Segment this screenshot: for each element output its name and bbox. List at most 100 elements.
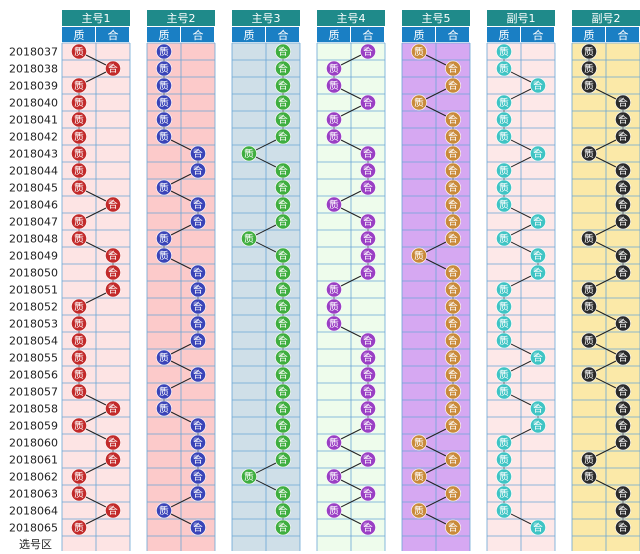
data-ball-label: 合 [533,80,543,92]
data-ball-highlight [448,148,454,154]
data-ball-label: 质 [329,318,339,330]
data-ball: 质 [326,111,342,128]
data-ball: 质 [71,485,87,502]
data-ball-label: 质 [74,131,84,143]
sub-header-bg [232,27,265,42]
data-ball-highlight [584,46,590,52]
data-ball: 质 [581,451,597,468]
data-ball-label: 质 [74,46,84,58]
data-ball-label: 合 [278,318,288,330]
data-ball-circle [71,43,87,60]
data-ball-circle [530,213,546,230]
data-ball-circle [275,94,291,111]
data-ball-label: 合 [193,148,203,160]
data-ball: 合 [615,213,631,230]
sub-header-bg [351,27,384,42]
data-ball: 合 [445,179,461,196]
data-ball: 合 [445,400,461,417]
data-ball-highlight [278,182,284,188]
data-ball-circle [241,230,257,247]
data-ball-label: 合 [108,250,118,262]
data-ball-label: 合 [533,148,543,160]
data-ball: 合 [275,43,291,60]
data-ball-label: 合 [363,352,373,364]
period-label: 2018064 [9,505,58,518]
data-ball-label: 合 [448,454,458,466]
data-ball-highlight [278,46,284,52]
data-ball-highlight [278,216,284,222]
data-ball-label: 合 [278,80,288,92]
data-ball-label: 合 [618,216,628,228]
data-ball-highlight [74,335,80,341]
data-ball: 质 [71,315,87,332]
data-ball-circle [581,298,597,315]
data-ball-circle [190,366,206,383]
period-label: 2018040 [9,97,58,110]
data-ball-circle [496,451,512,468]
data-ball-highlight [618,216,624,222]
data-ball-label: 合 [108,284,118,296]
sub-header-bg [436,27,469,42]
data-ball-highlight [74,522,80,528]
sub-header-label: 质 [329,29,340,42]
column-header-bg [402,10,470,26]
data-ball-highlight [363,403,369,409]
data-ball: 质 [71,298,87,315]
data-ball-highlight [278,403,284,409]
data-ball-highlight [363,420,369,426]
data-ball-label: 合 [618,267,628,279]
data-ball-label: 合 [278,437,288,449]
data-ball-label: 合 [278,454,288,466]
data-ball-circle [71,417,87,434]
data-ball-circle [156,128,172,145]
sub-header-label: 质 [414,29,425,42]
data-ball-circle [581,281,597,298]
column-header-bg [572,10,640,26]
data-ball-circle [190,145,206,162]
data-ball-label: 合 [618,131,628,143]
data-ball: 合 [190,417,206,434]
data-ball-label: 合 [278,386,288,398]
data-ball: 合 [360,230,376,247]
data-ball-highlight [618,386,624,392]
data-ball-label: 质 [74,420,84,432]
data-ball-label: 合 [278,216,288,228]
data-ball-highlight [448,488,454,494]
data-ball-highlight [159,97,165,103]
data-ball-circle [190,281,206,298]
data-ball: 合 [530,400,546,417]
data-ball-circle [445,128,461,145]
data-ball-circle [190,451,206,468]
data-ball-circle [71,145,87,162]
data-ball-label: 质 [244,148,254,160]
data-ball-highlight [618,420,624,426]
data-ball-highlight [363,488,369,494]
data-ball-circle [615,162,631,179]
data-ball-circle [615,196,631,213]
data-ball: 合 [360,485,376,502]
data-ball-circle [581,230,597,247]
data-ball: 合 [190,162,206,179]
data-ball: 质 [326,468,342,485]
data-ball-highlight [278,369,284,375]
data-ball-label: 质 [244,471,254,483]
data-ball: 质 [496,451,512,468]
data-ball: 质 [581,366,597,383]
data-ball-circle [496,502,512,519]
data-ball-highlight [329,284,335,290]
data-ball-highlight [278,131,284,137]
data-ball: 质 [156,179,172,196]
period-label: 2018061 [9,454,58,467]
data-ball-label: 合 [193,267,203,279]
data-ball-circle [496,179,512,196]
data-ball-label: 合 [193,488,203,500]
data-ball-highlight [533,352,539,358]
data-ball-highlight [448,114,454,120]
data-ball-highlight [414,46,420,52]
data-ball: 质 [411,502,427,519]
data-ball-highlight [618,318,624,324]
data-ball-label: 质 [499,284,509,296]
data-ball: 合 [530,145,546,162]
data-ball-circle [360,43,376,60]
data-ball-label: 合 [448,488,458,500]
